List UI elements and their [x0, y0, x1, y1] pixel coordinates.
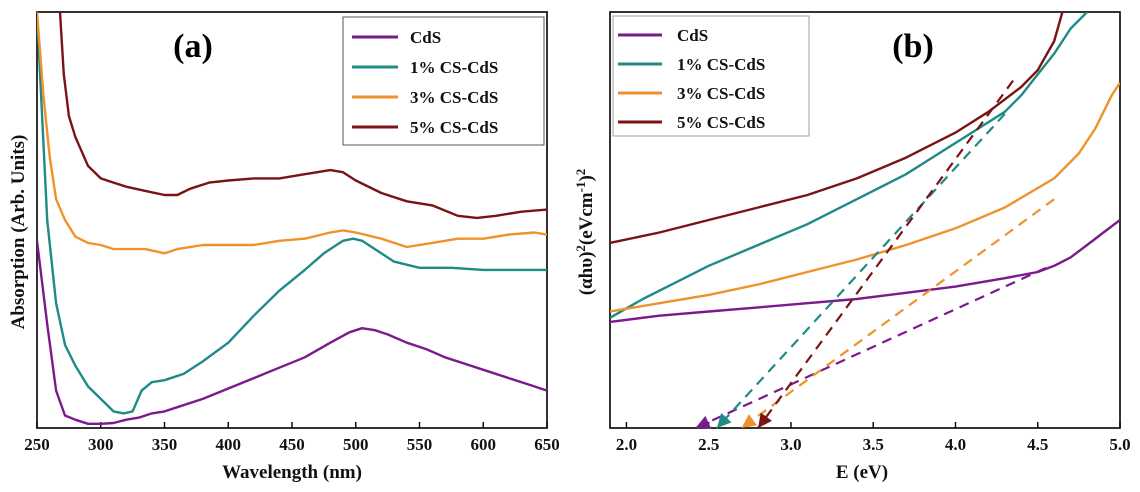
fit-arrowhead-3pct-cs-cds-fit-b [741, 414, 758, 428]
x-tick-label-a: 600 [471, 435, 497, 454]
x-axis-label-b: E (eV) [836, 462, 888, 483]
panel-a: 250 300 350 400 450 500 550 600 650 (a) CdS 1% C… [8, 11, 560, 483]
legend-label-cds-a: CdS [410, 28, 441, 47]
series-line-1pct-cs-cds-a [37, 12, 547, 415]
x-tick-label-a: 500 [343, 435, 369, 454]
y-label-b-sup1: 2 [573, 245, 588, 252]
panel-label-b: (b) [892, 28, 934, 65]
legend-label-cds-b: CdS [677, 26, 708, 45]
x-tick-label-a: 400 [216, 435, 242, 454]
y-label-b-part1: (αhυ) [576, 252, 597, 296]
y-label-b-sup3: 2 [573, 169, 588, 176]
fit-line-cds-fit-b [695, 266, 1047, 430]
x-tick-label-b: 5.0 [1109, 435, 1130, 454]
x-ticks-a: 250 300 350 400 450 500 550 600 650 [24, 422, 560, 454]
fit-line-1pct-cs-cds-fit-b [716, 113, 1006, 429]
legend-label-5pct-a: 5% CS-CdS [410, 118, 498, 137]
fit-arrowhead-cds-fit-b [695, 415, 712, 429]
fit-line-5pct-cs-cds-fit-b [757, 79, 1014, 429]
x-tick-label-a: 550 [407, 435, 433, 454]
panel-label-a: (a) [173, 28, 213, 65]
series-line-3pct-cs-cds-b [610, 82, 1120, 313]
legend-label-1pct-b: 1% CS-CdS [677, 55, 765, 74]
x-tick-label-b: 3.5 [863, 435, 884, 454]
x-tick-label-b: 2.0 [616, 435, 637, 454]
series-line-3pct-cs-cds-a [37, 12, 547, 255]
legend-label-3pct-a: 3% CS-CdS [410, 88, 498, 107]
panel-b: 2.0 2.5 3.0 3.5 4.0 4.5 5.0 (b) CdS 1% CS-CdS … [573, 11, 1131, 483]
x-tick-label-b: 4.0 [945, 435, 966, 454]
x-tick-label-b: 2.5 [698, 435, 719, 454]
x-axis-label-a: Wavelength (nm) [222, 462, 362, 483]
fit-line-3pct-cs-cds-fit-b [740, 198, 1055, 429]
extrapolation-lines-b [695, 79, 1055, 430]
legend-label-3pct-b: 3% CS-CdS [677, 84, 765, 103]
fit-arrowhead-5pct-cs-cds-fit-b [758, 412, 772, 428]
series-line-5pct-cs-cds-b [610, 12, 1064, 245]
x-tick-label-a: 300 [88, 435, 114, 454]
series-line-1pct-cs-cds-b [610, 12, 1088, 319]
x-tick-label-a: 250 [24, 435, 50, 454]
x-ticks-b: 2.0 2.5 3.0 3.5 4.0 4.5 5.0 [616, 422, 1131, 454]
series-lines-b [610, 12, 1120, 324]
x-tick-label-b: 4.5 [1027, 435, 1048, 454]
series-line-cds-a [37, 240, 547, 425]
y-label-b-part2: (eVcm [576, 192, 597, 245]
y-label-b-sup2: -1 [573, 182, 588, 193]
x-tick-label-a: 350 [152, 435, 178, 454]
x-tick-label-b: 3.0 [780, 435, 801, 454]
legend-b: CdS 1% CS-CdS 3% CS-CdS 5% CS-CdS [612, 15, 810, 137]
legend-label-1pct-a: 1% CS-CdS [410, 58, 498, 77]
y-label-b-part3: ) [576, 175, 597, 181]
series-line-cds-b [610, 219, 1120, 324]
series-lines-a [37, 12, 547, 425]
y-axis-label-a: Absorption (Arb. Units) [8, 135, 29, 330]
fit-arrowhead-1pct-cs-cds-fit-b [716, 412, 732, 428]
x-tick-label-a: 450 [279, 435, 305, 454]
x-tick-label-a: 650 [534, 435, 560, 454]
legend-label-5pct-b: 5% CS-CdS [677, 113, 765, 132]
y-axis-label-b: (αhυ)2(eVcm-1)2 [573, 169, 598, 296]
legend-a: CdS 1% CS-CdS 3% CS-CdS 5% CS-CdS [342, 16, 545, 146]
series-line-5pct-cs-cds-a [58, 12, 547, 220]
